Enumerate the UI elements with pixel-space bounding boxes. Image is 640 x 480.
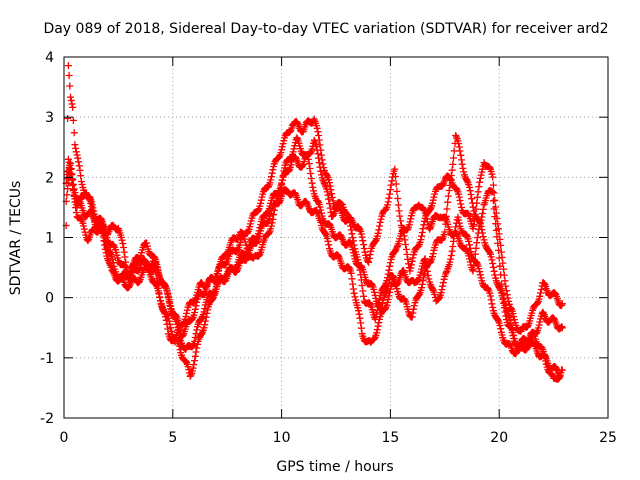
y-tick-label: 0 xyxy=(45,291,54,307)
y-tick-label: -1 xyxy=(40,351,54,367)
x-tick-label: 15 xyxy=(381,430,399,446)
y-tick-label: 2 xyxy=(45,170,54,186)
series-track-d xyxy=(64,132,564,382)
x-tick-label: 0 xyxy=(60,430,69,446)
y-tick-label: 4 xyxy=(45,50,54,66)
data-point-markers xyxy=(64,132,564,382)
y-tick-label: 3 xyxy=(45,110,54,126)
y-tick-label: 1 xyxy=(45,231,54,247)
x-tick-label: 20 xyxy=(490,430,508,446)
y-tick-label: -2 xyxy=(40,411,54,427)
x-tick-label: 5 xyxy=(168,430,177,446)
chart-title: Day 089 of 2018, Sidereal Day-to-day VTE… xyxy=(43,21,608,37)
x-tick-label: 10 xyxy=(273,430,291,446)
y-axis-label: SDTVAR / TECUs xyxy=(8,181,24,296)
axis-tick-labels: 0 5 10 15 20 25 -2 -1 0 1 2 3 4 xyxy=(40,50,617,446)
data-marks xyxy=(62,62,566,383)
axis-ticks xyxy=(63,56,609,419)
x-tick-label: 25 xyxy=(599,430,617,446)
x-axis-label: GPS time / hours xyxy=(276,459,393,475)
